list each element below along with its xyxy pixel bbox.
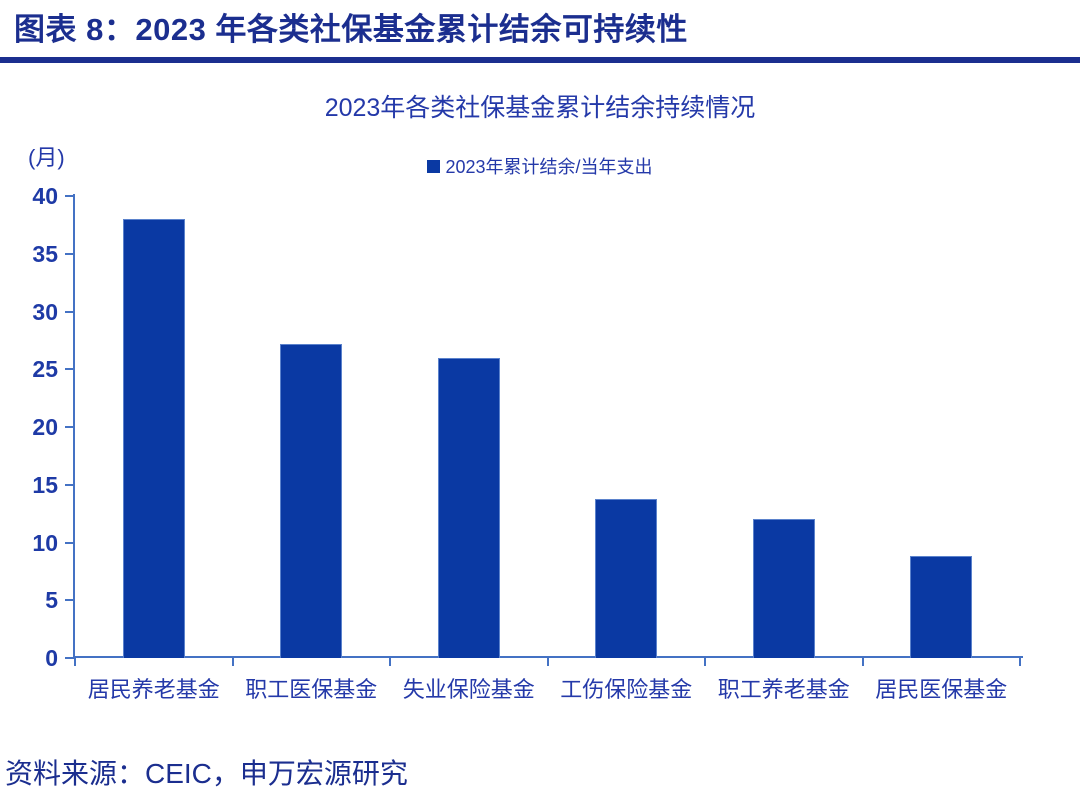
source-attribution: 资料来源：CEIC，申万宏源研究 [5,758,408,789]
y-tick-label: 35 [32,240,58,267]
x-axis-label: 工伤保险基金 [560,677,693,702]
legend-label: 2023年累计结余/当年支出 [445,157,653,177]
x-tick-mark [1019,658,1021,666]
y-tick-mark [65,599,74,602]
y-tick-label: 5 [45,587,58,614]
y-tick-mark [65,426,74,428]
y-tick-label: 10 [32,529,58,556]
y-tick-mark [65,368,74,371]
figure-header-title: 图表 8：2023 年各类社保基金累计结余可持续性 [14,12,688,47]
y-tick-mark [65,310,74,313]
y-tick-label: 0 [45,645,58,671]
x-tick-mark [546,658,549,666]
chart-title: 2023年各类社保基金累计结余持续情况 [324,94,756,122]
y-tick-label: 15 [32,471,58,498]
bar-1 [122,219,185,658]
header-rule [0,57,1080,63]
x-axis-label: 失业保险基金 [402,677,535,702]
y-tick-label: 40 [32,183,58,209]
bar-3 [437,357,500,658]
x-axis-label: 居民医保基金 [875,677,1008,702]
legend-square-icon [427,159,441,173]
y-tick-mark [65,483,74,486]
bar-5 [752,519,815,658]
x-axis-label: 职工医保基金 [245,677,378,702]
x-axis-label: 职工养老基金 [717,677,850,702]
y-tick-mark [65,541,74,544]
x-axis-line [73,656,1023,658]
y-tick-label: 30 [32,298,58,325]
bar-2 [280,343,343,658]
x-tick-mark [389,658,391,666]
y-tick-label: 25 [32,356,58,383]
x-tick-mark [704,658,706,666]
x-tick-mark [231,658,234,666]
y-axis-unit-label: (月) [28,145,65,170]
y-axis-line [73,194,75,658]
y-tick-label: 20 [32,414,58,440]
x-tick-mark [861,658,864,666]
x-tick-mark [74,658,76,666]
y-tick-mark [65,252,74,255]
y-tick-mark [65,195,74,197]
chart-legend: 2023年累计结余/当年支出 [0,153,1080,179]
y-tick-mark [65,657,74,659]
x-axis-label: 居民养老基金 [87,677,220,702]
bar-4 [595,498,658,658]
bar-6 [910,556,973,658]
